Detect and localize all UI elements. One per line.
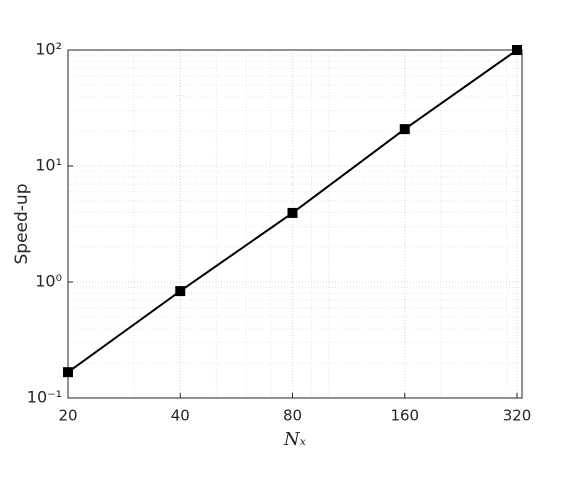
data-point bbox=[63, 367, 73, 378]
data-point bbox=[512, 45, 523, 55]
x-tick-label: 320 bbox=[503, 407, 532, 425]
data-point bbox=[399, 124, 410, 135]
y-tick-label: 10⁻¹ bbox=[27, 388, 62, 407]
axes-box bbox=[67, 49, 523, 399]
x-tick-label: 20 bbox=[58, 407, 77, 425]
data-point bbox=[175, 286, 186, 297]
x-axis-label: Nₓ bbox=[283, 429, 307, 450]
y-tick-label: 10² bbox=[35, 40, 62, 59]
data-point bbox=[287, 207, 298, 218]
y-tick-label: 10⁰ bbox=[35, 272, 62, 291]
y-tick-label: 10¹ bbox=[35, 156, 62, 175]
x-tick-label: 40 bbox=[171, 407, 190, 425]
x-tick-label: 160 bbox=[390, 407, 419, 425]
y-axis-label: Speed-up bbox=[12, 184, 32, 265]
x-tick-label: 80 bbox=[283, 407, 302, 425]
